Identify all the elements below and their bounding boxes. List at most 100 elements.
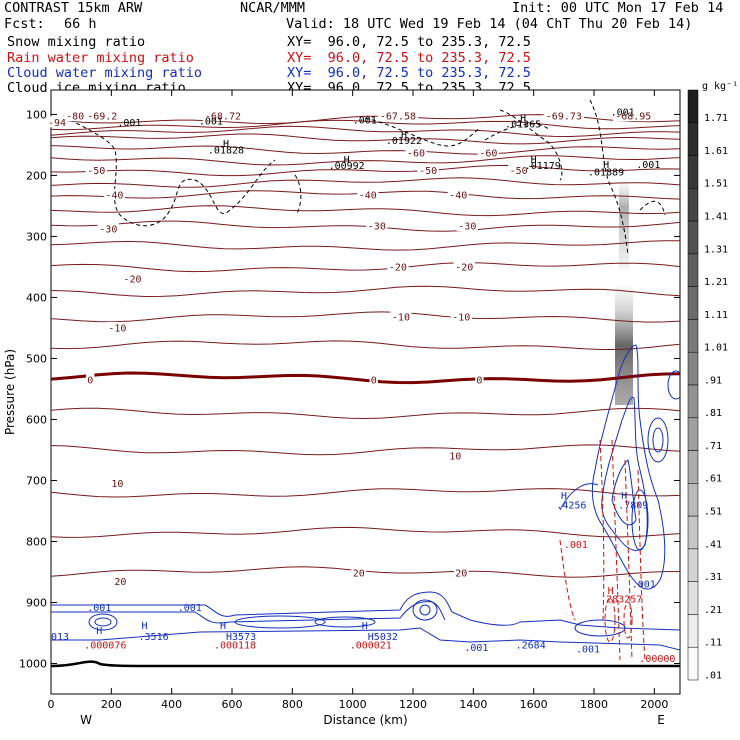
colorbar-level-label: 1.11: [704, 310, 728, 321]
isotherm-label: -50: [87, 166, 105, 177]
isotherm-label-bg: [543, 110, 585, 122]
isotherm-label: -40: [449, 190, 467, 201]
field-rain-label: Rain water mixing ratio: [7, 50, 194, 66]
colorbar-level-label: .21: [704, 605, 722, 616]
extrema-label: .001: [632, 580, 656, 591]
init-time: Init: 00 UTC Mon 17 Feb 14: [512, 0, 724, 16]
isotherm-label: -20: [455, 262, 473, 273]
isotherm-line: [51, 164, 680, 177]
valid-time: Valid: 18 UTC Wed 19 Feb 14 (04 ChT Thu …: [286, 16, 693, 32]
isotherm-label: -30: [99, 225, 117, 236]
x-tick-label: 1000: [339, 698, 367, 711]
x-axis-label: Distance (km): [323, 713, 407, 727]
isotherm-line: [51, 262, 680, 273]
extrema-label: .4256: [556, 500, 586, 511]
extrema-label: H: [531, 155, 537, 166]
isotherm-line: [51, 240, 680, 251]
isotherm-label: 20: [455, 569, 467, 580]
isotherm-label: 20: [114, 577, 126, 588]
forecast-hour: 66 h: [64, 16, 97, 32]
colorbar-level-label: 1.21: [704, 277, 728, 288]
cloud-ice-contour: [294, 174, 302, 216]
x-tick-label: 1800: [580, 698, 608, 711]
extrema-label: .001: [199, 117, 223, 128]
extrema-label: H: [223, 139, 229, 150]
cloud-water-contour: [611, 459, 637, 526]
rain-water-contour: [599, 439, 605, 621]
cloud-water-contour: [234, 615, 326, 629]
x-tick-label: 1400: [459, 698, 487, 711]
extrema-label: H5032: [368, 632, 398, 643]
x-tick-label: 0: [48, 698, 55, 711]
isotherm-label: -67.58: [380, 112, 416, 123]
extrema-label: .01179: [525, 161, 561, 172]
extrema-label: H: [520, 114, 526, 125]
isotherm-line: [51, 220, 680, 232]
cloud-water-contour: [88, 613, 118, 631]
isotherm-line: [51, 285, 680, 298]
x-tick-label: 200: [101, 698, 122, 711]
colorbar-level-label: .41: [704, 539, 722, 550]
extrema-label: H: [344, 155, 350, 166]
center-title: NCAR/MMM: [240, 0, 306, 16]
isotherm-label-bg: [390, 310, 412, 322]
isotherm-label-bg: [456, 220, 478, 232]
extrema-label: H: [603, 160, 609, 171]
extrema-label: H: [621, 491, 627, 502]
extrema-label: .001: [87, 603, 111, 614]
isotherm-label-bg: [357, 188, 379, 200]
rain-water-contour: [623, 601, 633, 639]
colorbar-level-label: 1.31: [704, 244, 728, 255]
isotherm-label-bg: [85, 164, 107, 176]
extrema-label: .000118: [214, 641, 256, 652]
isotherm-label-bg: [369, 373, 378, 385]
isotherm-label: -40: [359, 190, 377, 201]
cloud-water-contour: [94, 617, 112, 627]
extrema-label: .2684: [516, 641, 546, 652]
colorbar-swatch: [687, 548, 699, 582]
y-tick-label: 100: [26, 108, 47, 121]
isotherm-label: -68.72: [205, 112, 241, 123]
extrema-label: H: [561, 491, 567, 502]
colorbar-level-label: .11: [704, 638, 722, 649]
colorbar-level-label: 1.01: [704, 343, 728, 354]
colorbar-level-label: .01: [704, 670, 722, 681]
isotherm-line: [51, 444, 680, 456]
extrema-label: .7809: [618, 500, 648, 511]
colorbar-level-label: .81: [704, 408, 722, 419]
x-end-label-west: W: [80, 713, 92, 727]
colorbar-swatch: [687, 450, 699, 484]
isotherm-label-bg: [387, 260, 409, 272]
isotherm-label-bg: [97, 223, 119, 235]
isotherm-label: -80: [66, 112, 84, 123]
y-tick-label: 200: [26, 169, 47, 182]
isotherm-line: [51, 526, 680, 538]
colorbar-swatch: [687, 89, 699, 124]
extrema-label: .001: [636, 160, 660, 171]
isotherm-line: [51, 133, 680, 145]
isotherm-label-bg: [450, 310, 472, 322]
extrema-label: H: [96, 626, 102, 637]
isotherm-line: [51, 340, 680, 350]
colorbar-swatch: [687, 646, 699, 681]
colorbar-swatch: [687, 286, 699, 320]
cloud-water-contour: [412, 599, 438, 621]
colorbar-swatch: [687, 253, 699, 287]
isotherm-label-bg: [202, 110, 244, 122]
extrema-label: .001: [117, 118, 141, 129]
cloud-water-contour: [591, 344, 666, 590]
isotherm-label: 10: [111, 479, 123, 490]
y-tick-label: 500: [26, 352, 47, 365]
isotherm-line: [51, 311, 680, 323]
isotherm-label: -10: [392, 312, 410, 323]
isotherm-label: -68.95: [615, 112, 651, 123]
field-cloudwater-xy: XY= 96.0, 72.5 to 235.3, 72.5: [287, 65, 531, 81]
isotherm-label-bg: [453, 260, 475, 272]
cloud-water-contour: [631, 489, 649, 551]
snow-shading-lower: [615, 285, 633, 405]
isotherm-label: 10: [449, 452, 461, 463]
isotherm-label-bg: [477, 146, 500, 158]
extrema-label: .3516: [139, 632, 169, 643]
colorbar-swatch: [687, 351, 699, 386]
isotherm-label-bg: [64, 110, 86, 122]
